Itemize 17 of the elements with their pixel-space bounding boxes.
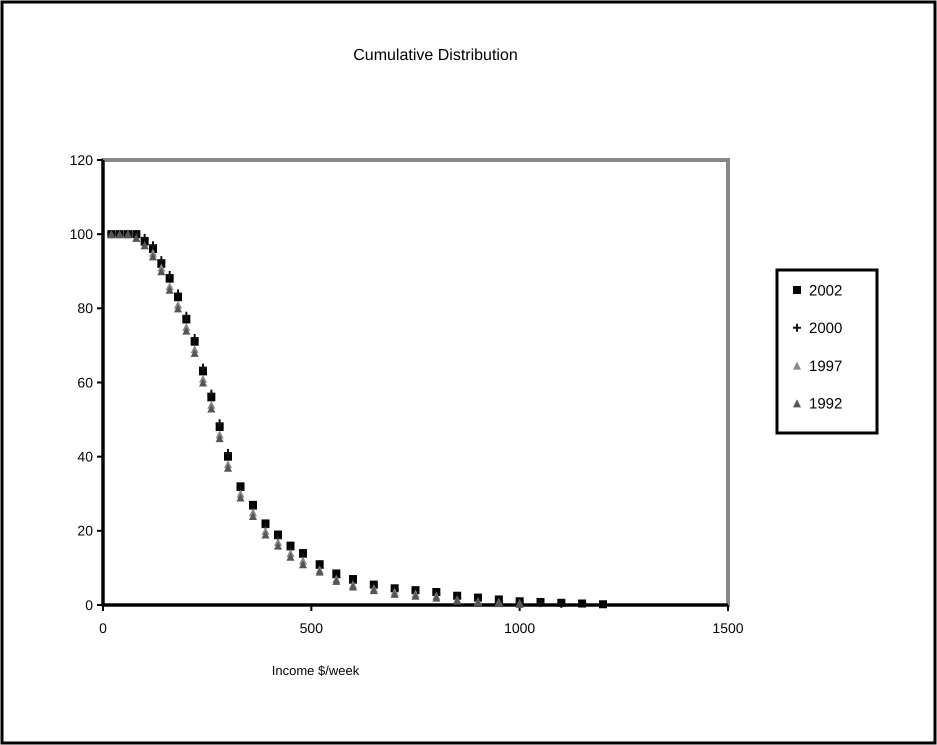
legend-label: 1997 [809,358,842,375]
x-tick-label: 1500 [712,620,744,636]
y-tick-label: 100 [70,226,94,242]
y-tick-label: 40 [77,448,94,465]
y-tick-label: 0 [85,596,94,613]
legend-label: 2002 [809,282,842,300]
y-tick-label: 20 [77,522,94,539]
y-tick-label: 80 [77,300,94,316]
y-tick-label: 120 [70,152,94,168]
x-tick-label: 1000 [504,620,536,636]
legend-label: 2000 [809,320,842,338]
y-tick-label: 60 [77,374,94,390]
x-axis-title: Income $/week [272,663,360,678]
legend-label: 1992 [809,396,842,413]
chart-title: Cumulative Distribution [353,47,518,64]
x-tick-label: 500 [300,620,324,636]
x-tick-label: 0 [99,620,108,636]
